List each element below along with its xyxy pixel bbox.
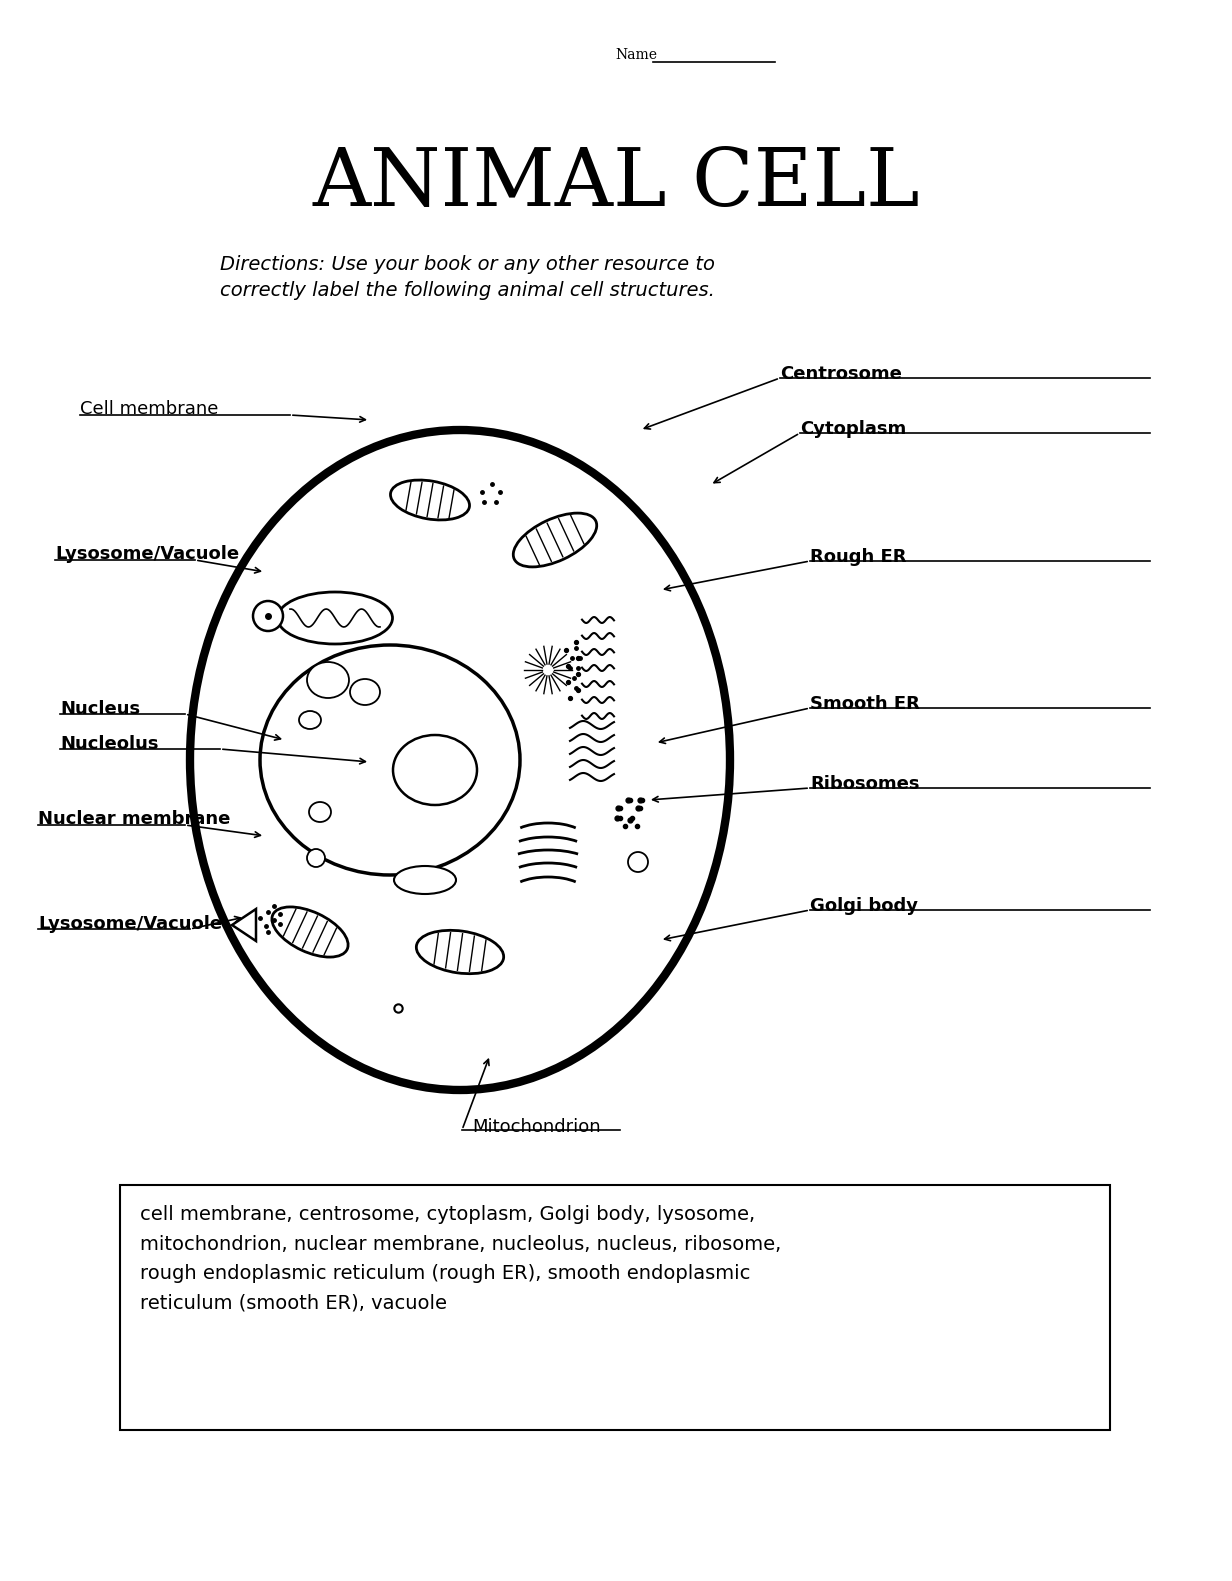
Text: Mitochondrion: Mitochondrion: [472, 1118, 601, 1137]
Ellipse shape: [628, 852, 648, 873]
Text: Ribosomes: Ribosomes: [809, 775, 919, 794]
Text: Smooth ER: Smooth ER: [809, 696, 920, 713]
Text: Nuclear membrane: Nuclear membrane: [38, 809, 230, 828]
Ellipse shape: [253, 601, 283, 631]
Text: Cytoplasm: Cytoplasm: [800, 421, 907, 438]
Ellipse shape: [350, 678, 379, 705]
Polygon shape: [232, 909, 256, 941]
Text: Cell membrane: Cell membrane: [80, 400, 218, 417]
Text: Directions: Use your book or any other resource to
correctly label the following: Directions: Use your book or any other r…: [221, 255, 715, 300]
Text: Centrosome: Centrosome: [780, 365, 902, 383]
Ellipse shape: [391, 481, 469, 520]
Ellipse shape: [299, 711, 322, 729]
Ellipse shape: [272, 907, 349, 957]
Text: Lysosome/Vacuole: Lysosome/Vacuole: [55, 545, 239, 563]
Ellipse shape: [514, 514, 596, 568]
Text: ANIMAL CELL: ANIMAL CELL: [312, 145, 920, 223]
Text: Lysosome/Vacuole: Lysosome/Vacuole: [38, 915, 222, 933]
Text: Golgi body: Golgi body: [809, 896, 918, 915]
Ellipse shape: [416, 930, 504, 974]
Text: Name: Name: [615, 47, 657, 62]
Text: Nucleolus: Nucleolus: [60, 735, 159, 753]
Text: Rough ER: Rough ER: [809, 549, 907, 566]
Text: Nucleus: Nucleus: [60, 700, 140, 718]
Ellipse shape: [307, 849, 325, 866]
Ellipse shape: [394, 866, 456, 893]
Ellipse shape: [309, 802, 331, 822]
Text: cell membrane, centrosome, cytoplasm, Golgi body, lysosome,
mitochondrion, nucle: cell membrane, centrosome, cytoplasm, Go…: [140, 1205, 781, 1312]
Ellipse shape: [277, 591, 393, 643]
Ellipse shape: [307, 662, 349, 697]
